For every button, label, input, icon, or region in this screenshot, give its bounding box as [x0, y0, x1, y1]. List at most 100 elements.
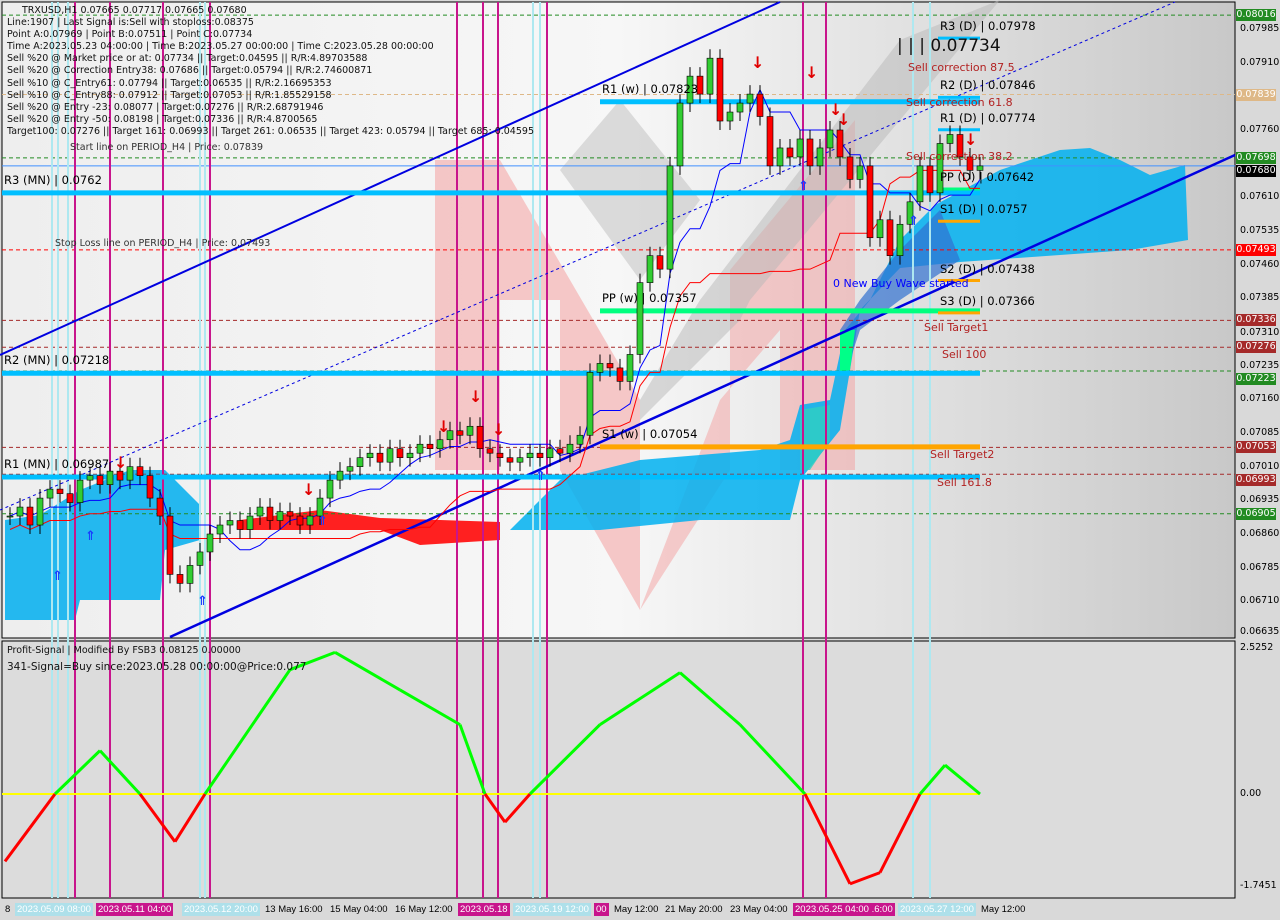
candle	[586, 363, 594, 445]
price-tick: 0.07310	[1240, 327, 1280, 339]
candle	[316, 489, 324, 526]
candle	[836, 121, 844, 166]
time-tick: 13 May 16:00	[265, 904, 323, 915]
time-tick: 2023.05.11 04:00	[96, 903, 174, 916]
price-tick: 0.06935	[1240, 494, 1280, 506]
candle	[656, 246, 664, 279]
candle-body	[626, 354, 634, 382]
candle-body	[836, 129, 844, 158]
candle	[716, 49, 724, 130]
candle	[116, 462, 124, 490]
info-line: Time A:2023.05.23 04:00:00 | Time B:2023…	[7, 41, 434, 53]
candle-body	[186, 565, 194, 584]
oscillator-segment	[98, 749, 142, 796]
candle	[76, 471, 84, 512]
pivot-label: R3 (D) | 0.07978	[940, 19, 1036, 34]
candle-body	[296, 515, 304, 526]
candle-body	[886, 219, 894, 256]
candle	[906, 192, 914, 234]
candle	[416, 435, 424, 463]
candle-body	[286, 511, 294, 517]
candle-body	[396, 448, 404, 458]
buy-arrow-icon: ⇑	[908, 214, 919, 229]
pivot-label: S3 (D) | 0.07366	[940, 293, 1035, 308]
candle	[646, 246, 654, 292]
new-buy-wave-label: 0 New Buy Wave started	[833, 277, 969, 290]
candle	[46, 480, 54, 508]
candle-body	[376, 452, 384, 463]
candle	[896, 215, 904, 265]
pivot-label: R2 (MN) | 0.07218	[4, 353, 110, 368]
candle-body	[466, 425, 474, 436]
candle-body	[436, 439, 444, 450]
price-tick: 0.07085	[1240, 427, 1280, 438]
info-line: Sell %20 @ Correction Entry38: 0.07686 |…	[7, 65, 373, 77]
sell-arrow-icon: ↓	[302, 480, 315, 499]
candle	[476, 417, 484, 458]
pivot-label: PP (D) | 0.07642	[940, 169, 1035, 184]
oscillator-segment	[483, 793, 507, 823]
symbol-ohlc: TRXUSD,H1 0.07665 0.07717 0.07665 0.0768…	[22, 5, 247, 16]
sell-target2-label: Sell Target2	[930, 448, 995, 461]
pivot-label: S1 (w) | 0.07054	[602, 426, 698, 441]
candle-body	[756, 93, 764, 117]
candle	[106, 462, 114, 494]
candle-body	[106, 470, 114, 485]
candle-body	[56, 488, 64, 494]
candle	[506, 448, 514, 472]
candle-body	[936, 143, 944, 194]
oscillator-segment	[849, 871, 881, 886]
indicator-tick: 0.00	[1240, 788, 1262, 799]
price-tag: 0.07680	[1236, 164, 1276, 177]
candle-body	[256, 506, 264, 517]
candle-body	[656, 255, 664, 270]
candle	[66, 484, 74, 512]
candle	[776, 138, 784, 175]
time-tick: 00	[594, 903, 609, 916]
candle	[576, 426, 584, 454]
candle	[346, 457, 354, 481]
candle	[856, 156, 864, 189]
info-line: Sell %10 @ C_Entry88: 0.07912 || Target:…	[7, 89, 332, 101]
candle-body	[856, 165, 864, 180]
info-line: Target100: 0.07276 || Target 161: 0.0699…	[7, 125, 534, 137]
candle-body	[36, 497, 44, 526]
time-tick: 2023.05.12 20:00	[182, 903, 260, 916]
candle-body	[426, 443, 434, 450]
candle-body	[366, 452, 374, 458]
candle-body	[796, 138, 804, 158]
candle	[246, 507, 254, 539]
pivot-label: PP (w) | 0.07357	[602, 290, 697, 305]
candle-body	[516, 457, 524, 463]
candle	[56, 480, 64, 503]
price-tag: 0.06993	[1236, 473, 1276, 486]
candle-body	[486, 448, 494, 454]
price-tick: 0.06710	[1240, 595, 1280, 607]
candle-body	[616, 367, 624, 382]
candle	[326, 471, 334, 508]
pivot-label: R1 (w) | 0.07823	[602, 81, 699, 96]
pivot-label: S2 (D) | 0.07438	[940, 261, 1035, 276]
buy-arrow-icon: ⇑	[535, 469, 546, 484]
candle	[166, 507, 174, 584]
sell-arrow-icon: ↓	[114, 453, 127, 472]
candle	[136, 457, 144, 485]
price-tag: 0.07839	[1236, 88, 1276, 101]
candle-body	[166, 515, 174, 575]
time-tick: 2023.05.18	[458, 903, 510, 916]
candle-body	[26, 506, 34, 526]
price-tick: 0.07385	[1240, 292, 1280, 304]
time-tick: 2023.05.27 12:00	[898, 903, 976, 916]
candle-body	[536, 452, 544, 458]
candle	[946, 125, 954, 153]
candle-body	[776, 147, 784, 167]
candle-body	[666, 165, 674, 270]
oscillator-segment	[738, 723, 807, 796]
candle	[336, 462, 344, 490]
oscillator-segment	[599, 671, 681, 726]
candle-body	[766, 116, 774, 167]
pivot-label: R3 (MN) | 0.0762	[4, 172, 102, 187]
candle	[16, 498, 24, 526]
